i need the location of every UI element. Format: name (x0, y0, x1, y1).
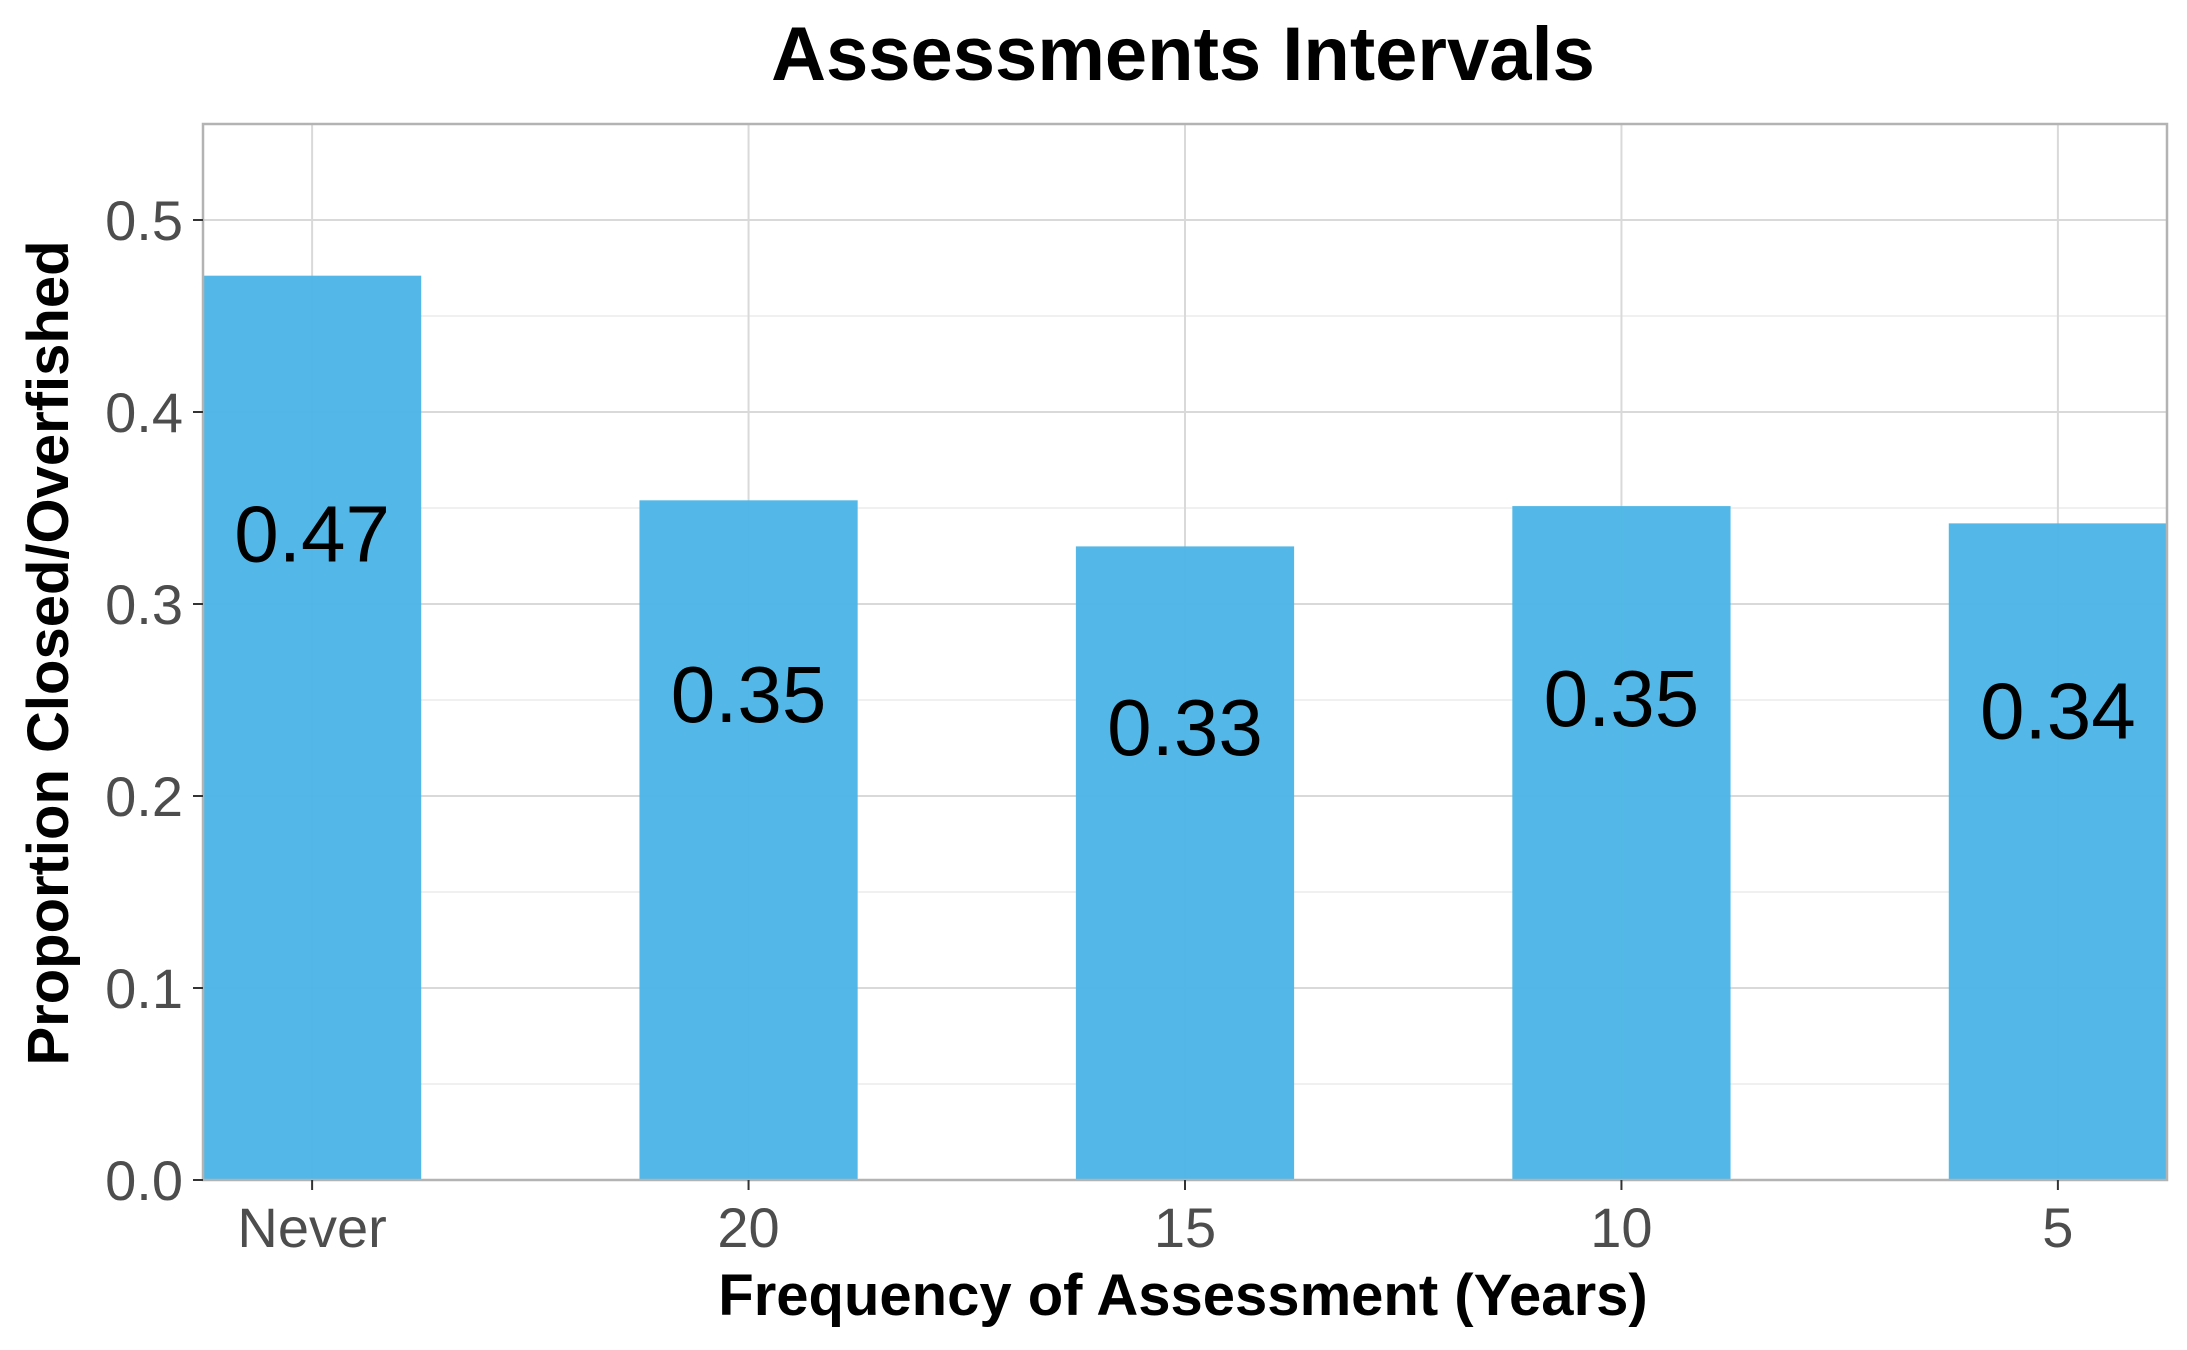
bars (203, 275, 2167, 1181)
y-tick-label: 0.1 (105, 957, 183, 1020)
x-tick-label: Never (237, 1196, 386, 1259)
chart-title: Assessments Intervals (771, 12, 1595, 97)
y-tick-label: 0.4 (105, 381, 183, 444)
bar (1512, 506, 1731, 1181)
x-tick-label: 5 (2042, 1196, 2073, 1259)
x-axis-ticks: Never 20 15 10 5 (237, 1180, 2073, 1259)
bar (639, 500, 858, 1180)
data-label: 0.33 (1107, 683, 1263, 772)
data-label: 0.35 (1544, 654, 1700, 743)
y-axis-title: Proportion Closed/Overfished (16, 241, 81, 1066)
x-tick-label: 20 (717, 1196, 779, 1259)
y-tick-label: 0.0 (105, 1149, 183, 1212)
bar (1075, 546, 1295, 1180)
data-label: 0.35 (671, 650, 827, 739)
x-axis-title: Frequency of Assessment (Years) (718, 1263, 1647, 1328)
x-tick-label: 15 (1154, 1196, 1216, 1259)
bar (1948, 523, 2167, 1180)
data-label: 0.34 (1980, 667, 2136, 756)
data-labels: 0.47 0.35 0.33 0.35 0.34 (234, 489, 2135, 772)
x-tick-label: 10 (1590, 1196, 1652, 1259)
y-tick-label: 0.3 (105, 573, 183, 636)
data-label: 0.47 (234, 489, 390, 578)
y-tick-label: 0.5 (105, 189, 183, 252)
y-tick-label: 0.2 (105, 765, 183, 828)
bar (203, 275, 422, 1180)
y-axis-ticks: 0.0 0.1 0.2 0.3 0.4 0.5 (105, 189, 203, 1212)
